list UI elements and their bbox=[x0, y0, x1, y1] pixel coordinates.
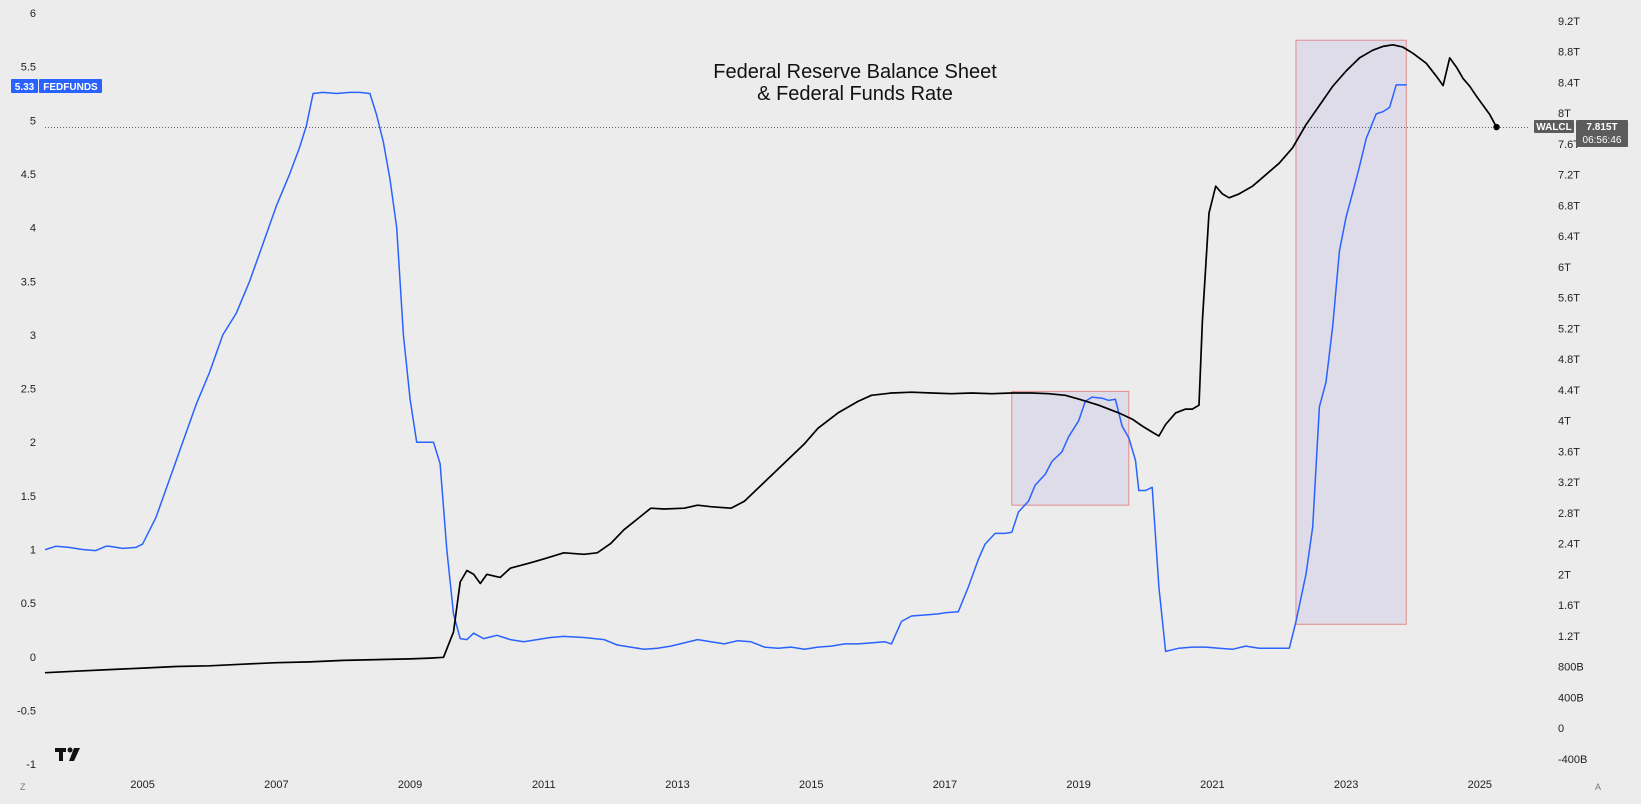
right-axis-tick-label: 2.8T bbox=[1558, 508, 1580, 520]
right-axis-tick-label: 8.4T bbox=[1558, 77, 1580, 89]
overlay-layer bbox=[1011, 39, 1407, 625]
x-axis-tick-label: 2005 bbox=[130, 779, 154, 791]
label-layer: Federal Reserve Balance Sheet & Federal … bbox=[20, 61, 1601, 792]
walcl-last-point-dot bbox=[1493, 123, 1500, 131]
right-axis-tick-label: 1.2T bbox=[1558, 631, 1580, 643]
left-axis-tick-label: 4.5 bbox=[21, 169, 36, 181]
fedfunds-series-line bbox=[44, 84, 1408, 653]
right-axis-tick-label: 1.6T bbox=[1558, 600, 1580, 612]
x-axis-tick-label: 2017 bbox=[933, 779, 957, 791]
right-axis-tick-label: 6T bbox=[1558, 262, 1571, 274]
x-axis-tick-label: 2009 bbox=[398, 779, 422, 791]
right-axis-tick-label: 3.2T bbox=[1558, 477, 1580, 489]
right-axis-tick-label: 3.6T bbox=[1558, 446, 1580, 458]
left-axis-tick-label: -0.5 bbox=[17, 705, 36, 717]
left-axis-tick-label: 5.5 bbox=[21, 62, 36, 74]
right-axis-tick-label: 7.2T bbox=[1558, 170, 1580, 182]
walcl-series-name: WALCL bbox=[1536, 122, 1572, 133]
fedfunds-series-name: FEDFUNDS bbox=[43, 82, 98, 93]
x-axis-tick-label: 2015 bbox=[799, 779, 823, 791]
right-axis-tick-label: 6.8T bbox=[1558, 200, 1580, 212]
left-axis-tick-label: 4 bbox=[30, 223, 36, 235]
left-axis-tick-label: 6 bbox=[30, 8, 36, 20]
chart-title-line1: Federal Reserve Balance Sheet bbox=[713, 61, 997, 83]
x-axis-tick-label: 2013 bbox=[665, 779, 689, 791]
qt-period-2-box bbox=[1295, 39, 1407, 625]
left-axis-tick-label: 1.5 bbox=[21, 491, 36, 503]
axis-layer: 6 5.5 5 4.5 4 3.5 3 2.5 2 1.5 1 0.5 0 -0.5 -1 9.2T 8.8T 8… bbox=[11, 8, 1628, 791]
right-axis-tick-label: 6.4T bbox=[1558, 231, 1580, 243]
right-axis-tick-label: 4.8T bbox=[1558, 354, 1580, 366]
right-axis-tick-label: 400B bbox=[1558, 692, 1584, 704]
walcl-last-value-text: 7.815T bbox=[1586, 122, 1617, 133]
right-axis-tick-label: 7.6T bbox=[1558, 139, 1580, 151]
left-axis-tick-label: 1 bbox=[30, 545, 36, 557]
right-axis-tick-label: 4T bbox=[1558, 416, 1571, 428]
left-axis-tick-label: 3.5 bbox=[21, 276, 36, 288]
right-axis-tick-label: 8T bbox=[1558, 108, 1571, 120]
right-axis-tick-label: 2T bbox=[1558, 569, 1571, 581]
right-axis-tick-label: 5.6T bbox=[1558, 293, 1580, 305]
left-axis-tick-label: 3 bbox=[30, 330, 36, 342]
left-axis-tick-label: 0 bbox=[30, 652, 36, 664]
right-axis-tick-label: 9.2T bbox=[1558, 16, 1580, 28]
x-axis-tick-label: 2025 bbox=[1468, 779, 1492, 791]
tradingview-logo-icon bbox=[55, 747, 80, 761]
right-axis-tick-label: 5.2T bbox=[1558, 323, 1580, 335]
qt-period-1-box bbox=[1011, 390, 1130, 506]
left-axis-tick-label: 0.5 bbox=[21, 598, 36, 610]
corner-left-text: Z bbox=[20, 782, 26, 792]
fedfunds-last-value-text: 5.33 bbox=[15, 82, 35, 93]
left-axis-tick-label: 2.5 bbox=[21, 384, 36, 396]
x-axis-tick-label: 2007 bbox=[264, 779, 288, 791]
x-axis-tick-label: 2011 bbox=[532, 779, 556, 791]
right-axis-tick-label: 8.8T bbox=[1558, 47, 1580, 59]
right-axis-tick-label: -400B bbox=[1558, 754, 1587, 766]
right-axis-tick-label: 0 bbox=[1558, 723, 1564, 735]
x-axis-tick-label: 2021 bbox=[1200, 779, 1224, 791]
walcl-countdown-text: 06:56:46 bbox=[1583, 135, 1622, 146]
right-axis-tick-label: 800B bbox=[1558, 662, 1584, 674]
left-axis-tick-label: -1 bbox=[26, 759, 36, 771]
walcl-series-line bbox=[44, 43, 1498, 674]
x-axis-tick-label: 2023 bbox=[1334, 779, 1358, 791]
right-axis-tick-label: 2.4T bbox=[1558, 539, 1580, 551]
series-layer bbox=[44, 43, 1500, 674]
fedfunds-price-label: 5.33 FEDFUNDS bbox=[11, 79, 102, 93]
left-axis-tick-label: 2 bbox=[30, 437, 36, 449]
chart-title-line2: & Federal Funds Rate bbox=[757, 83, 953, 105]
walcl-price-label: WALCL 7.815T 06:56:46 bbox=[1534, 120, 1628, 147]
left-axis-tick-label: 5 bbox=[30, 115, 36, 127]
corner-right-text: A bbox=[1595, 782, 1601, 792]
right-axis-tick-label: 4.4T bbox=[1558, 385, 1580, 397]
x-axis-tick-label: 2019 bbox=[1066, 779, 1090, 791]
